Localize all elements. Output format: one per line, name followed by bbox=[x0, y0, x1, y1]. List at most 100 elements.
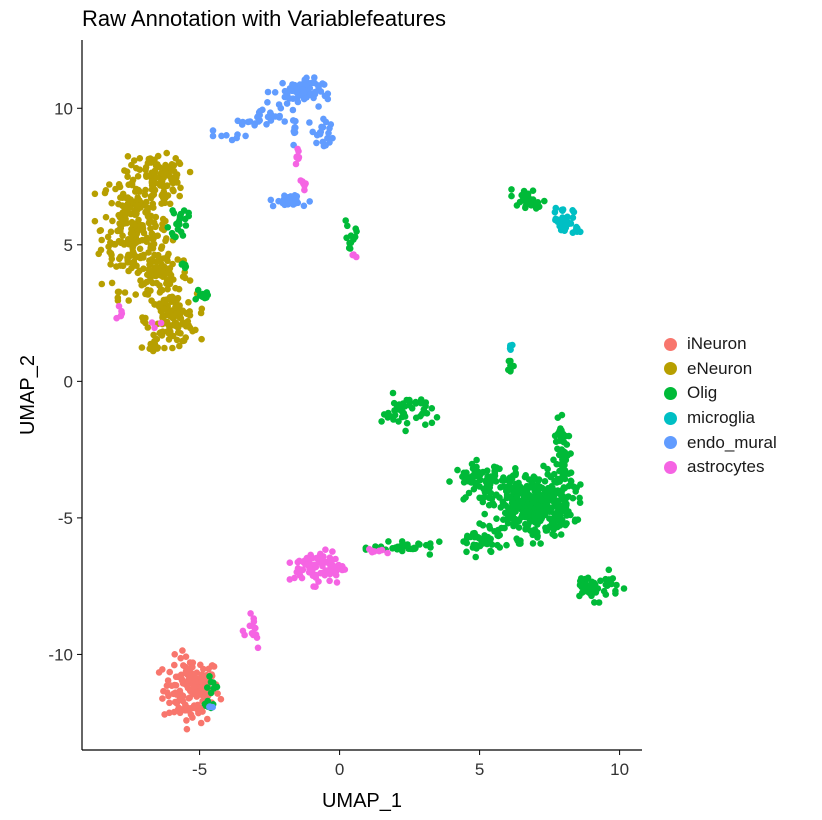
point bbox=[164, 285, 171, 293]
point bbox=[193, 689, 201, 696]
point bbox=[403, 419, 411, 427]
point bbox=[169, 260, 176, 268]
point bbox=[134, 202, 142, 209]
y-tick-label: 5 bbox=[64, 236, 73, 255]
point bbox=[175, 329, 182, 336]
point bbox=[121, 209, 129, 217]
point bbox=[209, 132, 217, 140]
point bbox=[169, 312, 176, 320]
point bbox=[303, 554, 311, 562]
point bbox=[426, 551, 434, 558]
point bbox=[595, 599, 603, 606]
legend-key-endo-mural bbox=[664, 436, 677, 450]
point bbox=[293, 153, 300, 161]
point bbox=[120, 203, 128, 210]
point bbox=[292, 197, 300, 204]
point bbox=[190, 683, 198, 690]
point bbox=[486, 522, 493, 530]
point bbox=[534, 534, 541, 541]
point bbox=[558, 411, 566, 419]
point bbox=[186, 168, 194, 176]
point bbox=[321, 570, 328, 578]
point bbox=[567, 511, 574, 519]
point bbox=[513, 493, 521, 501]
y-tick-label: 10 bbox=[54, 99, 73, 118]
point bbox=[546, 486, 553, 494]
point bbox=[510, 519, 518, 526]
point bbox=[146, 216, 153, 223]
point bbox=[506, 478, 514, 486]
point bbox=[142, 314, 149, 322]
point bbox=[537, 540, 544, 547]
axes: -5 0 5 10 -10 -5 0 5 10 UMAP_1 UMAP_2 bbox=[17, 40, 642, 812]
point bbox=[487, 535, 495, 543]
point bbox=[164, 328, 171, 335]
point bbox=[515, 524, 523, 531]
point bbox=[131, 211, 139, 218]
legend-label-endo-mural: endo_mural bbox=[687, 432, 777, 452]
point bbox=[113, 314, 120, 322]
point bbox=[315, 103, 322, 110]
point bbox=[573, 228, 581, 235]
point bbox=[169, 232, 177, 240]
point bbox=[163, 689, 171, 696]
point bbox=[91, 190, 99, 198]
point bbox=[326, 577, 333, 585]
point bbox=[591, 599, 598, 606]
point bbox=[297, 177, 305, 184]
point bbox=[180, 662, 187, 669]
point bbox=[104, 233, 112, 241]
point bbox=[144, 291, 152, 298]
point bbox=[135, 186, 142, 194]
point bbox=[173, 691, 180, 698]
point bbox=[322, 142, 330, 149]
point bbox=[207, 689, 215, 697]
point bbox=[512, 471, 519, 479]
point bbox=[496, 465, 503, 473]
point bbox=[588, 592, 595, 600]
point bbox=[556, 475, 564, 483]
point bbox=[159, 695, 166, 702]
point bbox=[567, 477, 575, 485]
point bbox=[180, 207, 188, 214]
point bbox=[422, 421, 429, 429]
point bbox=[314, 82, 322, 89]
point bbox=[542, 527, 550, 534]
point bbox=[246, 118, 254, 125]
point bbox=[185, 669, 192, 677]
legend-key-olig bbox=[664, 386, 677, 400]
point bbox=[577, 481, 584, 488]
point bbox=[471, 529, 478, 537]
series-endo-mural bbox=[206, 74, 336, 711]
point bbox=[176, 342, 183, 350]
point bbox=[174, 179, 181, 186]
point bbox=[531, 200, 539, 208]
point bbox=[119, 217, 127, 224]
point bbox=[174, 324, 182, 332]
point bbox=[554, 445, 561, 453]
point bbox=[159, 314, 166, 321]
point bbox=[292, 160, 300, 168]
point bbox=[561, 484, 569, 492]
point bbox=[132, 239, 140, 246]
point bbox=[163, 182, 171, 190]
point bbox=[125, 240, 133, 248]
point bbox=[163, 318, 171, 326]
point bbox=[403, 396, 411, 404]
point bbox=[500, 516, 507, 523]
point bbox=[420, 406, 428, 413]
point bbox=[529, 187, 537, 194]
point bbox=[264, 88, 272, 96]
point bbox=[91, 217, 99, 225]
point bbox=[157, 301, 165, 309]
point bbox=[197, 719, 205, 727]
legend-label-microglia: microglia bbox=[687, 408, 756, 428]
point bbox=[393, 546, 401, 553]
point bbox=[521, 485, 528, 493]
point bbox=[149, 235, 156, 243]
point bbox=[144, 206, 151, 213]
point bbox=[176, 192, 183, 200]
point bbox=[112, 185, 119, 193]
point bbox=[492, 478, 500, 485]
point bbox=[160, 170, 167, 178]
